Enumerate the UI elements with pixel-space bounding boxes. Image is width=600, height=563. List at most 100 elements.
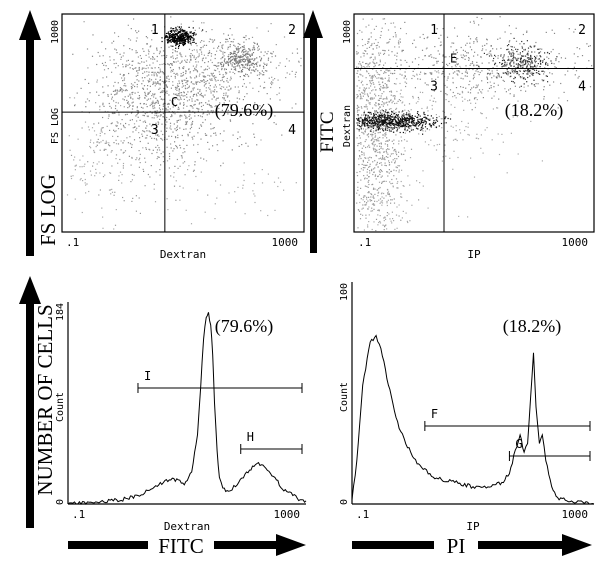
scatter-dot: [296, 52, 299, 54]
scatter-dot: [358, 210, 361, 212]
scatter-dot: [136, 51, 138, 54]
scatter-dot: [374, 143, 376, 146]
scatter-dot: [422, 33, 424, 36]
scatter-dot: [375, 125, 377, 127]
scatter-dot: [227, 40, 229, 43]
scatter-dot: [214, 54, 216, 56]
scatter-dot: [362, 114, 365, 116]
scatter-dot: [225, 73, 227, 75]
scatter-dot: [122, 162, 125, 165]
scatter-dot: [202, 113, 204, 115]
scatter-dot: [376, 124, 378, 126]
scatter-dot: [382, 120, 384, 122]
scatter-dot: [186, 81, 188, 83]
scatter-dot: [435, 149, 438, 151]
scatter-dot: [369, 102, 371, 104]
scatter-dot: [464, 58, 466, 60]
scatter-dot: [189, 31, 191, 33]
scatter-dot: [107, 95, 109, 97]
scatter-dot: [209, 88, 211, 90]
scatter-dot: [393, 198, 395, 200]
scatter-dot: [514, 57, 516, 59]
scatter-dot: [478, 66, 480, 68]
scatter-dot: [378, 191, 380, 193]
scatter-dot: [449, 157, 451, 159]
scatter-dot: [185, 40, 187, 42]
scatter-dot: [434, 70, 436, 72]
scatter-dot: [456, 73, 458, 75]
scatter-dot: [486, 77, 488, 79]
scatter-dot: [366, 83, 368, 86]
scatter-dot: [196, 107, 198, 109]
scatter-dot: [357, 76, 359, 78]
scatter-dot: [162, 103, 164, 105]
scatter-dot: [496, 65, 498, 67]
scatter-dot: [233, 38, 235, 40]
scatter-dot: [180, 114, 182, 116]
scatter-dot: [183, 32, 185, 34]
scatter-dot: [184, 40, 186, 42]
scatter-dot: [184, 79, 186, 81]
scatter-dot: [389, 70, 391, 72]
scatter-dot: [81, 166, 83, 168]
scatter-dot: [91, 55, 94, 57]
scatter-dot: [485, 117, 487, 119]
scatter-dot: [385, 165, 387, 167]
scatter-dot: [197, 88, 199, 90]
scatter-dot: [506, 49, 508, 51]
scatter-dot: [383, 64, 385, 66]
scatter-dot: [195, 57, 197, 59]
scatter-dot: [158, 156, 160, 158]
scatter-dot: [183, 128, 185, 130]
scatter-dot: [388, 112, 390, 114]
scatter-dot: [489, 74, 491, 76]
scatter-dot: [166, 90, 168, 92]
scatter-dot: [384, 71, 386, 73]
scatter-dot: [387, 199, 389, 201]
scatter-dot: [403, 118, 405, 120]
scatter-dot: [148, 81, 150, 83]
scatter-dot: [102, 116, 104, 119]
scatter-dot: [363, 87, 365, 89]
scatter-dot: [159, 149, 161, 151]
scatter-dot: [362, 84, 364, 86]
scatter-dot: [418, 56, 420, 59]
scatter-dot: [179, 147, 182, 149]
scatter-dot: [279, 87, 281, 89]
scatter-dot: [235, 201, 237, 203]
scatter-dot: [393, 169, 395, 171]
scatter-dot: [430, 139, 432, 141]
scatter-dot: [186, 33, 188, 35]
scatter-dot: [388, 101, 390, 103]
scatter-dot: [356, 51, 358, 53]
scatter-dot: [202, 57, 204, 59]
scatter-dot: [253, 66, 255, 68]
scatter-dot: [100, 128, 102, 130]
scatter-dot: [214, 79, 216, 81]
scatter-dot: [385, 122, 387, 125]
scatter-dot: [444, 118, 446, 120]
scatter-dot: [513, 95, 515, 97]
scatter-dot: [155, 171, 157, 173]
scatter-dot: [186, 32, 188, 34]
scatter-dot: [236, 97, 238, 99]
scatter-dot: [176, 121, 178, 123]
scatter-dot: [217, 47, 219, 49]
scatter-dot: [247, 63, 249, 65]
scatter-dot: [467, 52, 469, 54]
scatter-dot: [537, 72, 539, 74]
scatter-dot: [259, 56, 261, 58]
scatter-dot: [588, 60, 590, 62]
scatter-dot: [188, 99, 190, 101]
scatter-dot: [367, 134, 369, 136]
scatter-dot: [373, 62, 375, 64]
scatter-dot: [424, 55, 426, 57]
scatter-dot: [234, 50, 236, 53]
scatter-dot: [289, 73, 291, 75]
scatter-dot: [368, 192, 370, 194]
scatter-dot: [387, 153, 389, 155]
scatter-dot: [398, 140, 400, 142]
scatter-dot: [87, 67, 89, 69]
scatter-dot: [534, 57, 537, 59]
scatter-dot: [541, 70, 543, 72]
